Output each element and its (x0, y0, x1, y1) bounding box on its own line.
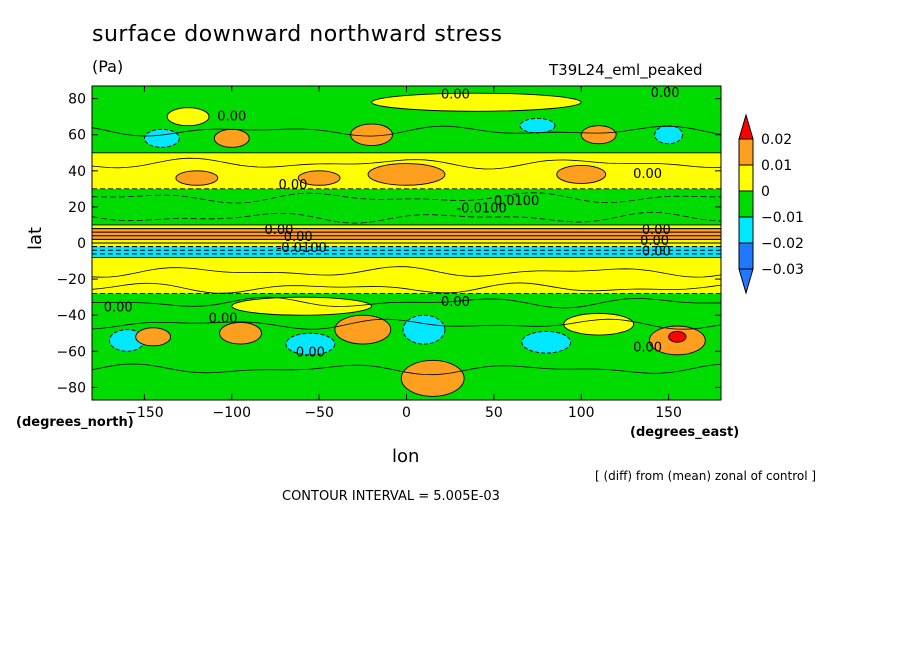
contour-label-5: -0.0100 (457, 201, 507, 216)
contour-label-0: 0.00 (217, 109, 246, 124)
legend-label-5: −0.03 (761, 262, 804, 278)
anomaly-11 (371, 92, 582, 112)
anomaly-23 (231, 296, 373, 316)
contour-label-15: 0.00 (209, 311, 238, 326)
axis-ticks: −150 −100 −50 0 50 100 150 −80 −60 −40 −20 0 20 40 60 8… (56, 86, 721, 421)
legend-label-1: 0.01 (761, 158, 792, 174)
anomaly-22 (563, 312, 635, 336)
y-tick-label-8: 80 (68, 92, 86, 108)
wavy-contour-1 (92, 157, 721, 170)
anomaly-1 (213, 128, 250, 148)
x-tick-label-5: 100 (568, 405, 595, 421)
y-tick-label-2: −40 (56, 308, 86, 324)
x-tick-label-4: 50 (485, 405, 503, 421)
zonal-band-2 (92, 188, 721, 225)
wavy-contour-4 (92, 266, 721, 278)
legend-arrow-bottom (738, 268, 754, 295)
y-tick-label-0: −80 (56, 380, 86, 396)
y-tick-label-5: 20 (68, 200, 86, 216)
wavy-contour-8 (92, 363, 721, 376)
diff-note: [ (diff) from (mean) zonal of control ] (595, 469, 817, 483)
contour-label-8: 0.00 (284, 230, 313, 245)
anomaly-17 (402, 314, 446, 345)
y-tick-label-7: 60 (68, 128, 86, 144)
anomaly-21 (668, 330, 687, 343)
y-tick-label-4: 0 (77, 236, 86, 252)
legend-label-0: 0.02 (761, 132, 792, 148)
anomaly-3 (175, 170, 219, 186)
x-tick-label-2: −50 (304, 405, 334, 421)
contour-label-1: 0.00 (441, 88, 470, 103)
contour-label-17: 0.00 (633, 340, 662, 355)
contour-line-layer (92, 86, 721, 376)
wavy-contour-0 (92, 125, 721, 137)
contour-labels: 0.000.00 0.000.000.00-0.01000.01000.000.0… (104, 86, 680, 361)
contour-label-11: 0.00 (640, 234, 669, 249)
x-axis-label: lon (392, 446, 420, 467)
zonal-band-3 (92, 224, 721, 229)
wavy-contour-5 (92, 282, 721, 294)
legend-arrow-top (738, 113, 754, 140)
legend-swatch-4 (738, 242, 754, 270)
anomaly-18 (400, 359, 465, 397)
units-label: (Pa) (92, 57, 124, 76)
experiment-label: T39L24_eml_peaked (549, 61, 703, 79)
legend-swatch-1 (738, 164, 754, 192)
wavy-contour-7 (92, 318, 721, 330)
legend-label-4: −0.02 (761, 236, 804, 252)
contour-label-13: 0.00 (441, 295, 470, 310)
legend-label-3: −0.01 (761, 210, 804, 226)
contour-label-12: 0.00 (642, 245, 671, 260)
x-unit-label: (degrees_east) (630, 425, 740, 440)
anomaly-14 (219, 321, 262, 345)
x-tick-label-3: 0 (402, 405, 411, 421)
colorbar-legend: 0.02 0.01 0 −0.01 −0.02 −0.03 (738, 113, 804, 295)
anomaly-15 (285, 332, 336, 356)
y-tick-label-1: −60 (56, 344, 86, 360)
contour-label-2: 0.00 (651, 86, 680, 101)
wavy-contour-6 (92, 296, 721, 309)
contour-label-4: 0.00 (633, 167, 662, 182)
y-unit-label: (degrees_north) (16, 415, 134, 430)
anomaly-7 (519, 118, 556, 134)
legend-swatch-3 (738, 216, 754, 244)
zonal-band-7 (92, 257, 721, 294)
zonal-band-4 (92, 228, 721, 240)
anomaly-5 (367, 163, 446, 186)
wavy-contour-3 (92, 211, 721, 224)
y-tick-label-6: 40 (68, 164, 86, 180)
contour-label-7: 0.00 (264, 223, 293, 238)
anomaly-4 (297, 170, 341, 186)
y-tick-label-3: −20 (56, 272, 86, 288)
legend-swatch-2 (738, 190, 754, 218)
anomaly-9 (556, 164, 607, 184)
anomaly-2 (166, 107, 210, 127)
x-tick-label-6: 150 (655, 405, 682, 421)
contour-label-14: 0.00 (104, 301, 133, 316)
contour-label-16: 0.00 (296, 346, 325, 361)
contour-label-3: 0.00 (278, 178, 307, 193)
legend-swatch-0 (738, 138, 754, 166)
chart-title: surface downward northward stress (92, 22, 503, 47)
anomaly-13 (135, 327, 172, 347)
x-tick-label-1: −100 (213, 405, 251, 421)
anomaly-8 (580, 125, 617, 145)
zonal-band-6 (92, 246, 721, 258)
contour-label-10: 0.00 (642, 223, 671, 238)
anomaly-0 (143, 128, 180, 148)
contour-label-9: -0.0100 (277, 241, 327, 256)
anomaly-19 (521, 330, 572, 354)
legend-label-2: 0 (761, 184, 770, 200)
x-tick-label-0: −150 (125, 405, 163, 421)
contour-interval-label: CONTOUR INTERVAL = 5.005E-03 (282, 489, 500, 504)
anomaly-10 (654, 125, 684, 145)
contour-label-6: 0.0100 (494, 194, 540, 209)
anomaly-16 (334, 314, 392, 345)
wavy-contour-2 (92, 192, 721, 204)
